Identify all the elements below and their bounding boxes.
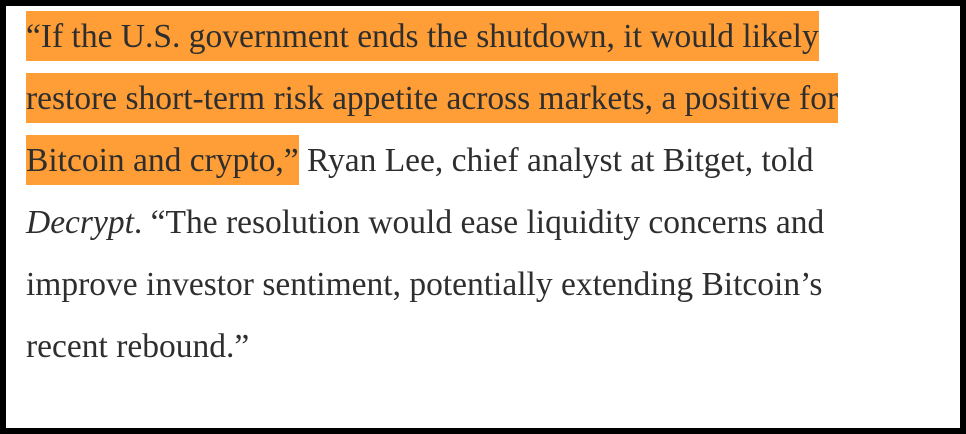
highlighted-text: restore short-term risk appetite across … — [26, 73, 839, 123]
text: improve investor sentiment, potentially … — [26, 266, 823, 303]
text: . “The resolution would ease liquidity c… — [133, 204, 825, 241]
text-line: “If the U.S. government ends the shutdow… — [26, 6, 819, 68]
text-line: improve investor sentiment, potentially … — [26, 254, 822, 316]
text-line: Bitcoin and crypto,” Ryan Lee, chief ana… — [26, 130, 814, 192]
text-line: Decrypt. “The resolution would ease liqu… — [26, 192, 824, 254]
text: recent rebound.” — [26, 328, 250, 365]
article-excerpt: “If the U.S. government ends the shutdow… — [6, 6, 960, 428]
highlighted-text: “If the U.S. government ends the shutdow… — [26, 11, 819, 61]
highlighted-text: Bitcoin and crypto,” — [26, 135, 299, 185]
text-line: restore short-term risk appetite across … — [26, 68, 839, 130]
italic-text: Decrypt — [26, 204, 134, 241]
text: Ryan Lee, chief analyst at Bitget, told — [298, 142, 814, 179]
text-line: recent rebound.” — [26, 316, 249, 378]
